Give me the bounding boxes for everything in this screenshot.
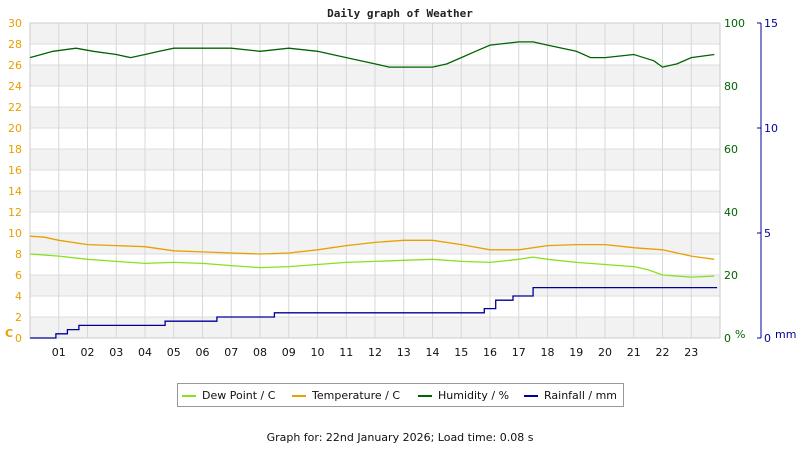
x-tick-label: 13 [397, 346, 411, 359]
x-axis-ticks: 01 02 03 04 05 06 07 08 09 10 11 12 13 14 15 16 17 18 19 20… [52, 346, 699, 359]
left-tick-label: 12 [8, 206, 22, 219]
plot-frame [29, 22, 721, 339]
x-tick-label: 01 [52, 346, 66, 359]
plot-grid [29, 22, 721, 339]
legend-swatch-temperature [292, 395, 306, 397]
legend: Dew Point / C Temperature / C Humidity /… [177, 383, 624, 407]
legend-label-rainfall: Rainfall / mm [544, 389, 618, 402]
x-tick-label: 16 [483, 346, 497, 359]
series-line-temperature [29, 235, 715, 260]
left-tick-label: 26 [8, 59, 22, 72]
series-layer [29, 41, 718, 339]
left-tick-label: 0 [15, 332, 22, 345]
left-tick-label: 4 [15, 290, 22, 303]
footer-info: Graph for: 22nd January 2026; Load time:… [266, 431, 534, 444]
left-tick-label: 16 [8, 164, 22, 177]
rainfall-axis-ticks: 0 5 10 15 [757, 17, 778, 345]
humidity-tick-label: 0 [724, 332, 731, 345]
x-tick-label: 12 [368, 346, 382, 359]
left-tick-label: 2 [15, 311, 22, 324]
x-tick-label: 08 [253, 346, 267, 359]
x-tick-label: 19 [569, 346, 583, 359]
series-line-dew-point [29, 253, 715, 278]
x-tick-label: 05 [167, 346, 181, 359]
x-tick-label: 21 [627, 346, 641, 359]
legend-swatch-dew-point [182, 395, 196, 397]
left-tick-label: 22 [8, 101, 22, 114]
x-tick-label: 07 [224, 346, 238, 359]
legend-label-dew-point: Dew Point / C [202, 389, 276, 402]
humidity-axis-ticks: 0 20 40 60 80 100 [724, 17, 745, 345]
x-tick-label: 15 [454, 346, 468, 359]
x-tick-label: 06 [196, 346, 210, 359]
x-tick-label: 17 [512, 346, 526, 359]
legend-item-temperature: Temperature / C [292, 389, 400, 402]
rainfall-axis-label: mm [775, 328, 796, 341]
x-tick-label: 02 [81, 346, 95, 359]
x-tick-label: 23 [684, 346, 698, 359]
series-line-humidity [29, 41, 715, 68]
rainfall-tick-label: 5 [764, 227, 771, 240]
rainfall-tick-label: 10 [764, 122, 778, 135]
left-tick-label: 10 [8, 227, 22, 240]
x-tick-label: 18 [541, 346, 555, 359]
humidity-tick-label: 100 [724, 17, 745, 30]
humidity-tick-label: 60 [724, 143, 738, 156]
left-tick-label: 6 [15, 269, 22, 282]
series-line-rainfall [30, 286, 718, 339]
legend-swatch-rainfall [524, 395, 538, 397]
left-tick-label: 14 [8, 185, 22, 198]
left-axis-label: C [5, 327, 13, 340]
x-tick-label: 09 [282, 346, 296, 359]
rainfall-tick-label: 0 [764, 332, 771, 345]
chart-title: Daily graph of Weather [327, 7, 473, 20]
x-tick-label: 14 [426, 346, 440, 359]
humidity-axis-label: % [735, 328, 745, 341]
legend-label-temperature: Temperature / C [312, 389, 401, 402]
left-tick-label: 18 [8, 143, 22, 156]
legend-item-dew-point: Dew Point / C [182, 389, 275, 402]
left-tick-label: 8 [15, 248, 22, 261]
humidity-tick-label: 40 [724, 206, 738, 219]
x-tick-label: 10 [311, 346, 325, 359]
legend-item-humidity: Humidity / % [418, 389, 509, 402]
x-tick-label: 20 [598, 346, 612, 359]
rainfall-tick-label: 15 [764, 17, 778, 30]
x-tick-label: 03 [109, 346, 123, 359]
x-tick-label: 04 [138, 346, 152, 359]
legend-label-humidity: Humidity / % [438, 389, 510, 402]
legend-item-rainfall: Rainfall / mm [524, 389, 617, 402]
left-tick-label: 28 [8, 38, 22, 51]
humidity-tick-label: 20 [724, 269, 738, 282]
legend-swatch-humidity [418, 395, 432, 397]
left-tick-label: 24 [8, 80, 22, 93]
x-tick-label: 11 [339, 346, 353, 359]
left-tick-label: 30 [8, 17, 22, 30]
x-tick-label: 22 [656, 346, 670, 359]
humidity-tick-label: 80 [724, 80, 738, 93]
left-tick-label: 20 [8, 122, 22, 135]
